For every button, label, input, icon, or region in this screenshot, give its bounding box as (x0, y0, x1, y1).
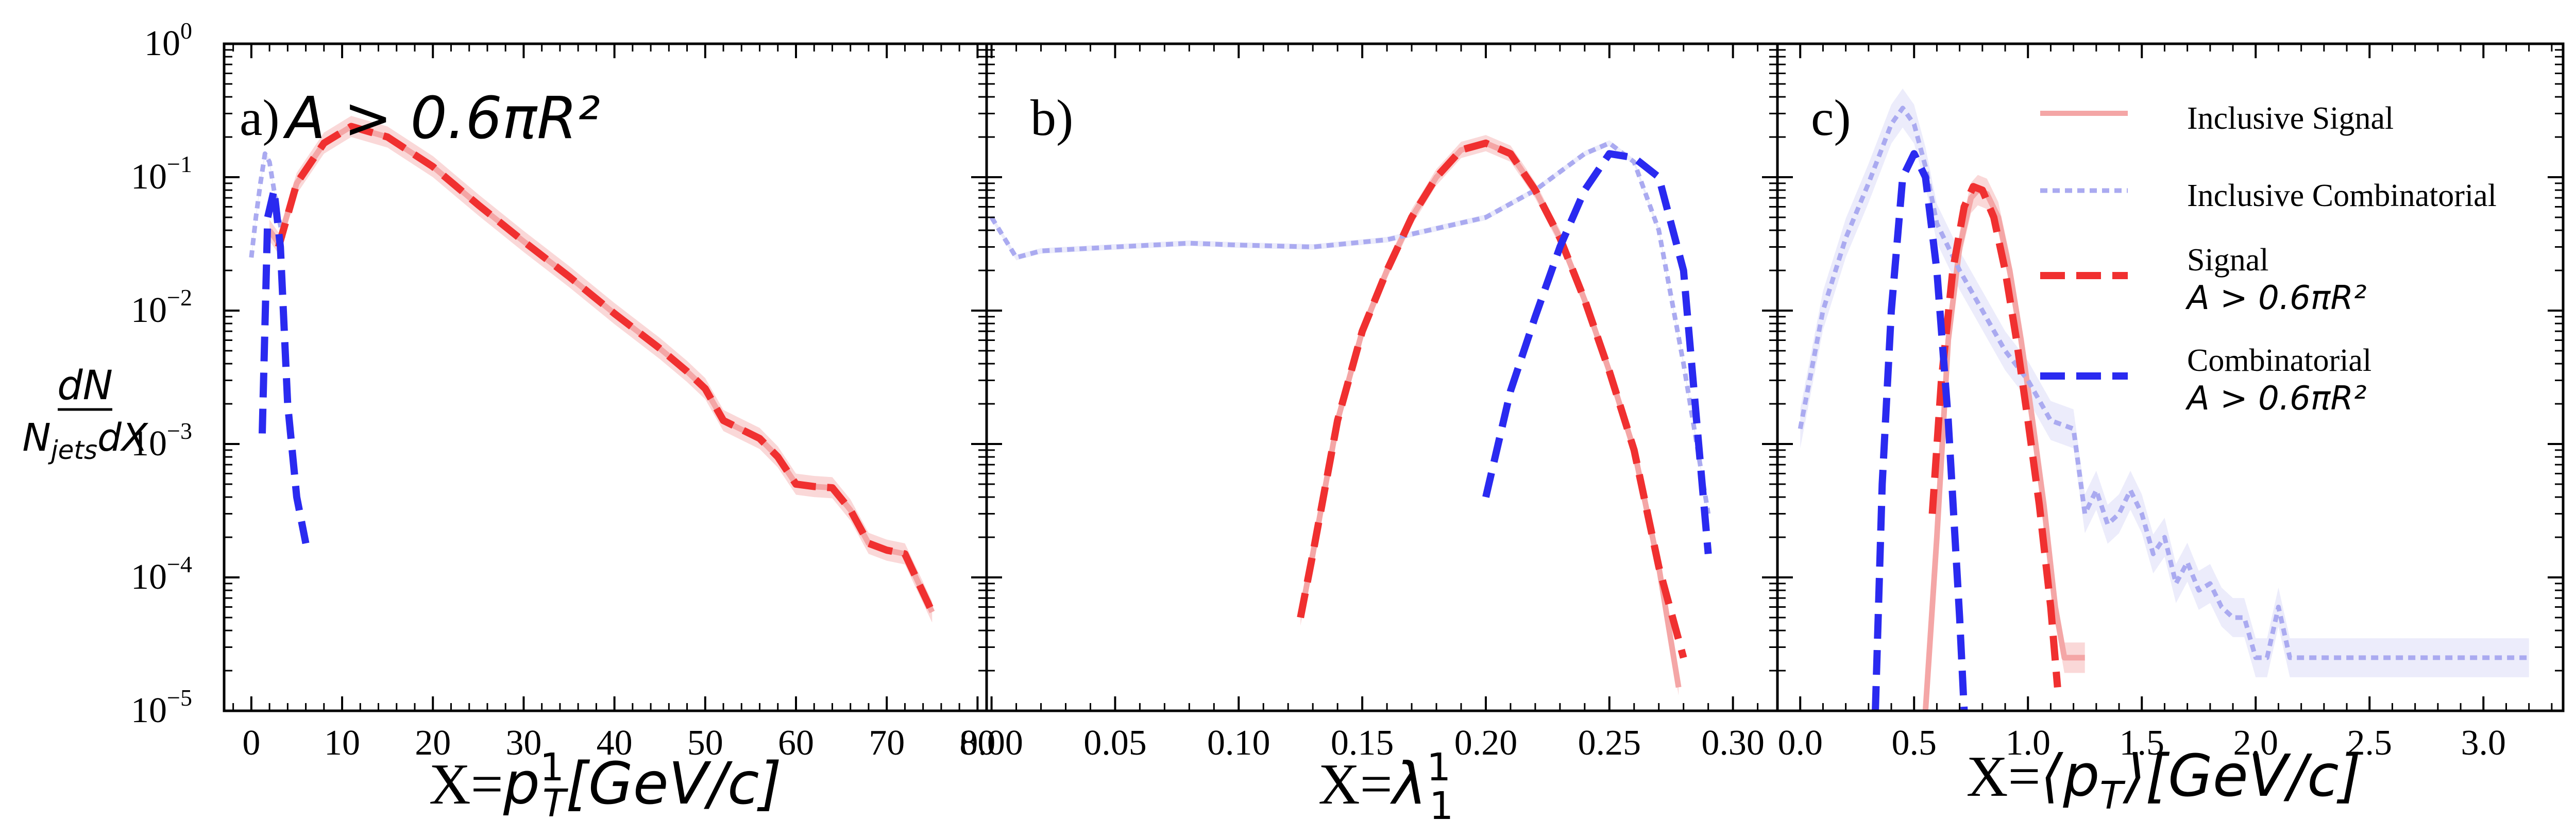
x-label-a-sub: T (543, 781, 569, 826)
x-label-panel-a: X=p1 T[GeV/c] (429, 745, 782, 826)
x-tick-label-panel-a: 40 (597, 723, 633, 763)
axes-panel-c: 0.0 0.5 1.0 1.5 2.0 2.5 3.0 (1762, 42, 2565, 763)
y-tick-label: 10−1 (131, 151, 192, 197)
x-tick-label-panel-a: 70 (869, 723, 905, 763)
y-label-denominator: NjetsdX (22, 416, 149, 465)
x-label-a-unit: [GeV/c] (566, 750, 782, 817)
x-tick-label-panel-a: 20 (415, 723, 451, 763)
legend-label-inclusive-signal: Inclusive Signal (2187, 101, 2394, 136)
y-label-den-sub: jets (48, 435, 97, 465)
x-tick-label-panel-a: 0 (242, 723, 260, 763)
y-tick-label-base: 10 (131, 157, 167, 197)
y-tick-label-exponent: −4 (167, 551, 192, 577)
x-tick-label-panel-c: 0.0 (1777, 723, 1823, 763)
x-label-panel-b: X=λ1 1 (1318, 745, 1454, 828)
legend-label-inclusive-combinatorial: Inclusive Combinatorial (2187, 178, 2497, 213)
x-tick-label-panel-c: 2.0 (2233, 723, 2279, 763)
lines-panel-a (249, 123, 936, 614)
x-label-b-sup: 1 (1427, 745, 1451, 790)
x-tick-label-panel-b: 0.20 (1454, 723, 1518, 763)
lines-panel-c (1798, 106, 2529, 711)
legend-label-combinatorial: Combinatorial (2187, 343, 2371, 378)
series-line-panel-c-2 (1928, 183, 2061, 688)
x-tick-label-panel-c: 0.5 (1891, 723, 1937, 763)
series-line-panel-a-3 (259, 186, 310, 544)
x-tick-label-panel-b: 0.10 (1207, 723, 1270, 763)
x-label-b-prefix: X= (1318, 753, 1393, 816)
x-label-panel-c: X=⟨pT⟩[GeV/c] (1967, 743, 2362, 818)
x-tick-label-panel-a: 80 (959, 723, 995, 763)
series-line-panel-a-0 (267, 124, 935, 613)
x-tick-label-panel-b: 0.00 (960, 723, 1023, 763)
y-tick-label-base: 10 (131, 691, 167, 730)
series-line-panel-b-3 (1482, 150, 1712, 555)
x-label-a-sup: 1 (540, 745, 564, 790)
x-tick-label-panel-a: 10 (324, 723, 360, 763)
axes-frame-panel-c (1776, 42, 2565, 712)
lines-panel-b (989, 139, 1712, 688)
x-tick-label-panel-c: 3.0 (2461, 723, 2506, 763)
y-tick-label-exponent: −5 (167, 685, 192, 711)
x-label-b-sub: 1 (1429, 784, 1453, 828)
bands-panel-a (251, 116, 933, 623)
x-label-a-var: p (503, 750, 540, 817)
legend-sublabel-signal: A > 0.6πR² (2185, 279, 2367, 317)
axes-panel-b: 0.00 0.05 0.10 0.15 0.20 0.25 0.30 (960, 42, 1779, 763)
x-label-c-var: ⟨p (2041, 743, 2100, 810)
x-tick-label-panel-b: 0.15 (1331, 723, 1394, 763)
y-label-den-n: N (22, 416, 50, 460)
y-tick-label-exponent: −1 (167, 151, 192, 177)
y-tick-label-base: 10 (131, 291, 167, 330)
legend: Inclusive Signal Inclusive Combinatorial… (2040, 101, 2497, 418)
y-label-numerator: dN (57, 363, 113, 409)
y-tick-label: 10−3 (131, 418, 192, 464)
x-tick-label-panel-a: 30 (505, 723, 541, 763)
x-tick-label-panel-b: 0.05 (1083, 723, 1147, 763)
band-panel-a-0 (269, 116, 933, 623)
legend-sublabel-combinatorial: A > 0.6πR² (2185, 380, 2367, 418)
x-tick-label-panel-a: 50 (687, 723, 723, 763)
data-lines (249, 106, 2529, 711)
band-panel-c-1 (1800, 88, 2529, 677)
series-line-panel-a-2 (275, 123, 936, 614)
y-label-den-tail: dX (97, 416, 149, 460)
panel-c-tag: c) (1811, 89, 1851, 146)
x-tick-label-panel-b: 0.30 (1701, 723, 1765, 763)
panel-a-tag: a) (240, 89, 280, 146)
series-line-panel-b-2 (1297, 139, 1687, 659)
y-tick-label-exponent: −2 (167, 284, 192, 311)
y-tick-label-base: 10 (144, 24, 180, 63)
x-tick-label-panel-a: 60 (778, 723, 814, 763)
y-tick-label: 10−2 (131, 284, 192, 330)
y-tick-label-base: 10 (131, 424, 167, 464)
y-tick-label-exponent: 0 (180, 18, 192, 44)
bands-panel-b (991, 135, 1708, 696)
y-tick-label: 10−5 (131, 685, 192, 730)
y-tick-label-base: 10 (131, 557, 167, 597)
x-tick-label-panel-b: 0.25 (1578, 723, 1641, 763)
y-tick-label: 10−4 (131, 551, 192, 597)
x-tick-label-panel-c: 1.5 (2119, 723, 2164, 763)
x-label-c-prefix: X= (1967, 745, 2041, 809)
series-line-panel-c-1 (1798, 106, 2529, 660)
panel-b-tag: b) (1030, 89, 1073, 146)
axes: 0 10 20 30 40 50 60 70 8010−510−410−310−210−1100… (131, 18, 2565, 763)
axes-frame-panel-b (985, 42, 1779, 712)
band-panel-b-1 (991, 140, 1708, 517)
x-tick-label-panel-c: 1.0 (2005, 723, 2050, 763)
x-label-c-unit: ⟩[GeV/c] (2123, 743, 2362, 810)
y-tick-label-exponent: −3 (167, 418, 192, 444)
series-line-panel-b-1 (989, 141, 1711, 515)
y-axis-label: dN NjetsdX (22, 363, 149, 465)
panel-a-cut-label: A > 0.6πR² (283, 85, 600, 152)
x-label-b-var: λ (1390, 750, 1427, 817)
x-label-a-prefix: X= (429, 753, 503, 816)
x-label-c-sub: T (2099, 774, 2126, 818)
y-tick-label: 100 (144, 18, 192, 63)
x-tick-label-panel-c: 2.5 (2347, 723, 2393, 763)
legend-label-signal: Signal (2187, 243, 2268, 278)
